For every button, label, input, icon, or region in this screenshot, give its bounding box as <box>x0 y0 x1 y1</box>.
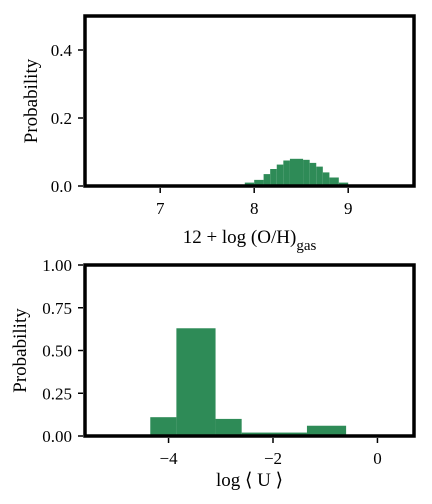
histogram-bar <box>309 162 317 186</box>
y-tick-label: 0.4 <box>51 41 73 60</box>
y-tick-label: 0.0 <box>51 177 72 196</box>
histogram-bar <box>283 160 290 186</box>
y-tick-label: 0.50 <box>42 342 72 361</box>
histogram-bar <box>303 159 310 186</box>
histogram-bar <box>270 169 277 186</box>
histogram-bar <box>322 172 330 186</box>
y-tick-label: 0.2 <box>51 109 72 128</box>
histogram-bar <box>289 158 297 186</box>
histogram-bar <box>176 328 216 436</box>
histogram-bar <box>276 164 284 186</box>
plot-frame <box>83 14 416 188</box>
histogram-bar <box>329 177 339 186</box>
y-tick-label: 1.00 <box>42 256 72 275</box>
x-tick-label: 8 <box>250 199 259 218</box>
y-tick-label: 0.75 <box>42 299 72 318</box>
y-axis-label: Probability <box>21 58 42 143</box>
x-tick-label: 0 <box>373 449 382 468</box>
histogram-bar <box>316 166 323 186</box>
histogram-bar <box>215 418 242 436</box>
x-axis-label: log ⟨ U ⟩ <box>216 470 283 491</box>
histogram-bar <box>263 174 271 186</box>
y-tick-label: 0.25 <box>42 384 72 403</box>
x-axis-label: 12 + log (O/H)gas <box>183 227 317 254</box>
x-tick-label: 7 <box>156 199 165 218</box>
plot-frame <box>83 263 416 438</box>
histogram-bar <box>150 417 177 436</box>
histogram-bar <box>296 158 304 186</box>
histogram-panel-1: 7 8 9 0.0 0.2 0.4 Probability 12 + log (O/H)gas <box>21 14 416 254</box>
y-tick-label: 0.00 <box>42 427 72 446</box>
x-tick-label: −4 <box>160 449 179 468</box>
y-axis-label: Probability <box>10 308 31 393</box>
x-tick-label: 9 <box>344 199 353 218</box>
histogram-panel-2: −4 −2 0 0.00 0.25 0.50 0.75 1.00 Probability log … <box>10 256 416 491</box>
histogram-bar <box>254 179 264 186</box>
x-tick-label: −2 <box>264 449 282 468</box>
histogram-bar <box>306 425 347 436</box>
